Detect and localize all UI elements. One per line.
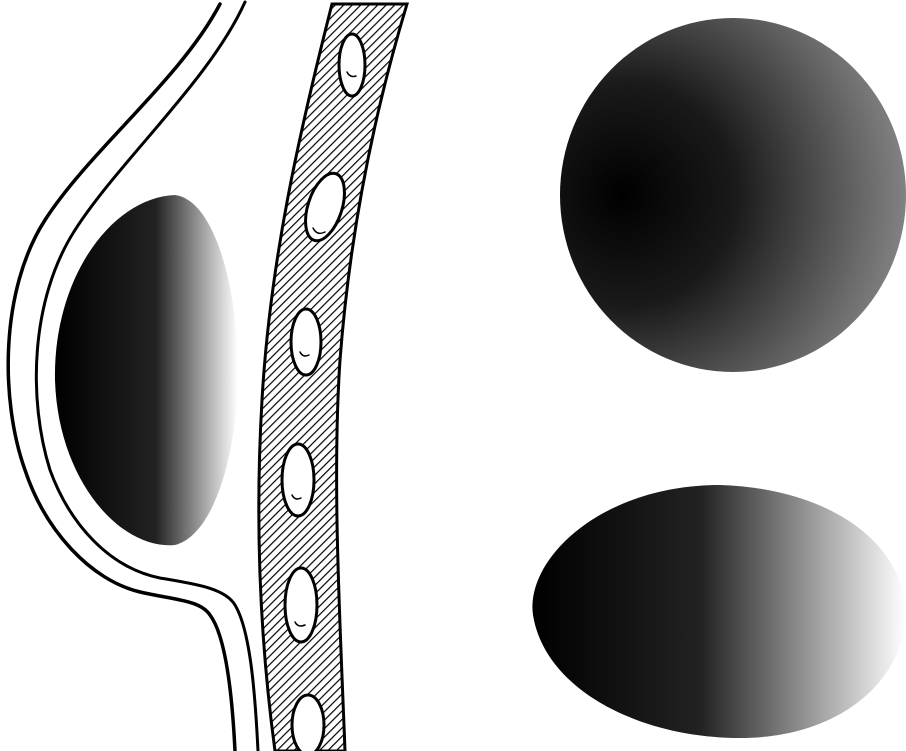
- oval-teardrop: [532, 485, 906, 738]
- band-void: [285, 568, 317, 642]
- implant-in-profile: [55, 195, 238, 545]
- round-sphere: [560, 18, 906, 372]
- band-void: [282, 444, 314, 516]
- band-void: [291, 309, 321, 375]
- band-void: [292, 695, 324, 751]
- band-void: [339, 34, 365, 96]
- chest-wall-band: [259, 4, 407, 751]
